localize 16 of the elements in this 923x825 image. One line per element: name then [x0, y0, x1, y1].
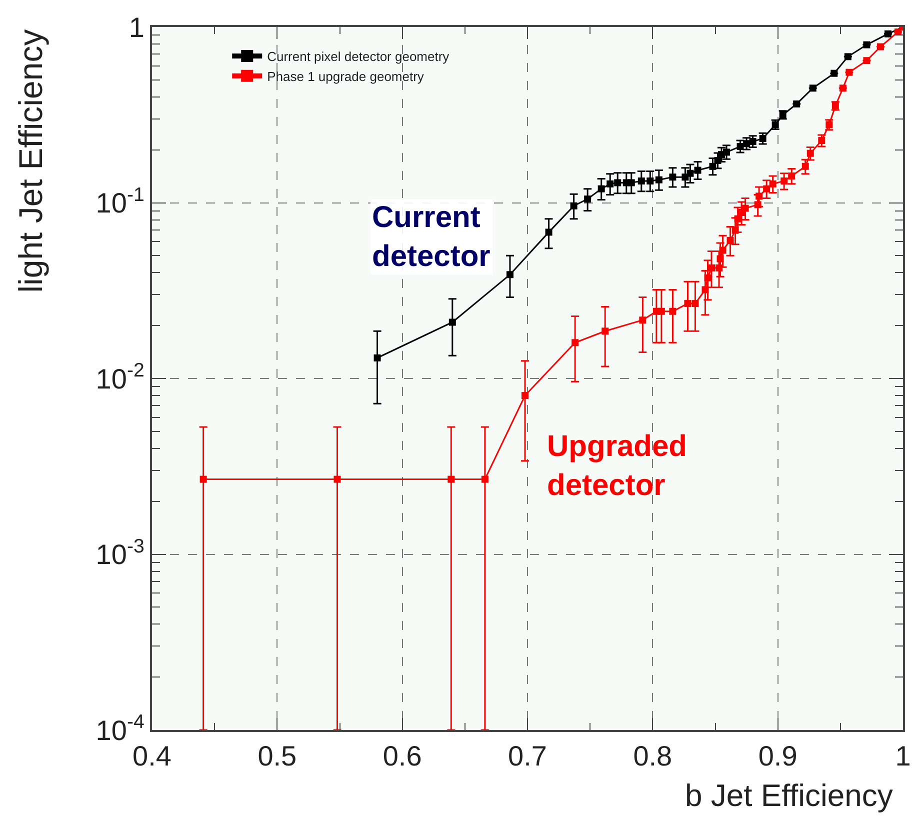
- y-tick-label: 10$^{-2}$: [96, 360, 144, 394]
- annotation: Current detector: [372, 201, 491, 273]
- x-tick-label: 0.8: [633, 740, 672, 772]
- y-tick-label: 10$^{-3}$: [96, 535, 144, 570]
- x-tick-label: 0.7: [508, 740, 547, 772]
- x-tick-label: 0.6: [382, 740, 422, 772]
- legend-label: Phase 1 upgrade geometry: [267, 68, 424, 84]
- y-tick-label: 10$^{-1}$: [96, 184, 144, 219]
- annotation: Upgraded detector: [547, 430, 688, 502]
- y-axis-title: light Jet Efficiency: [12, 28, 49, 293]
- x-tick-label: 0.9: [758, 740, 798, 772]
- x-tick-label: 1: [895, 740, 911, 772]
- x-tick-label: 0.5: [258, 740, 297, 772]
- x-axis-title: b Jet Efficiency: [685, 778, 894, 813]
- y-tick-label: 1: [128, 12, 144, 43]
- legend-label: Current pixel detector geometry: [267, 49, 450, 64]
